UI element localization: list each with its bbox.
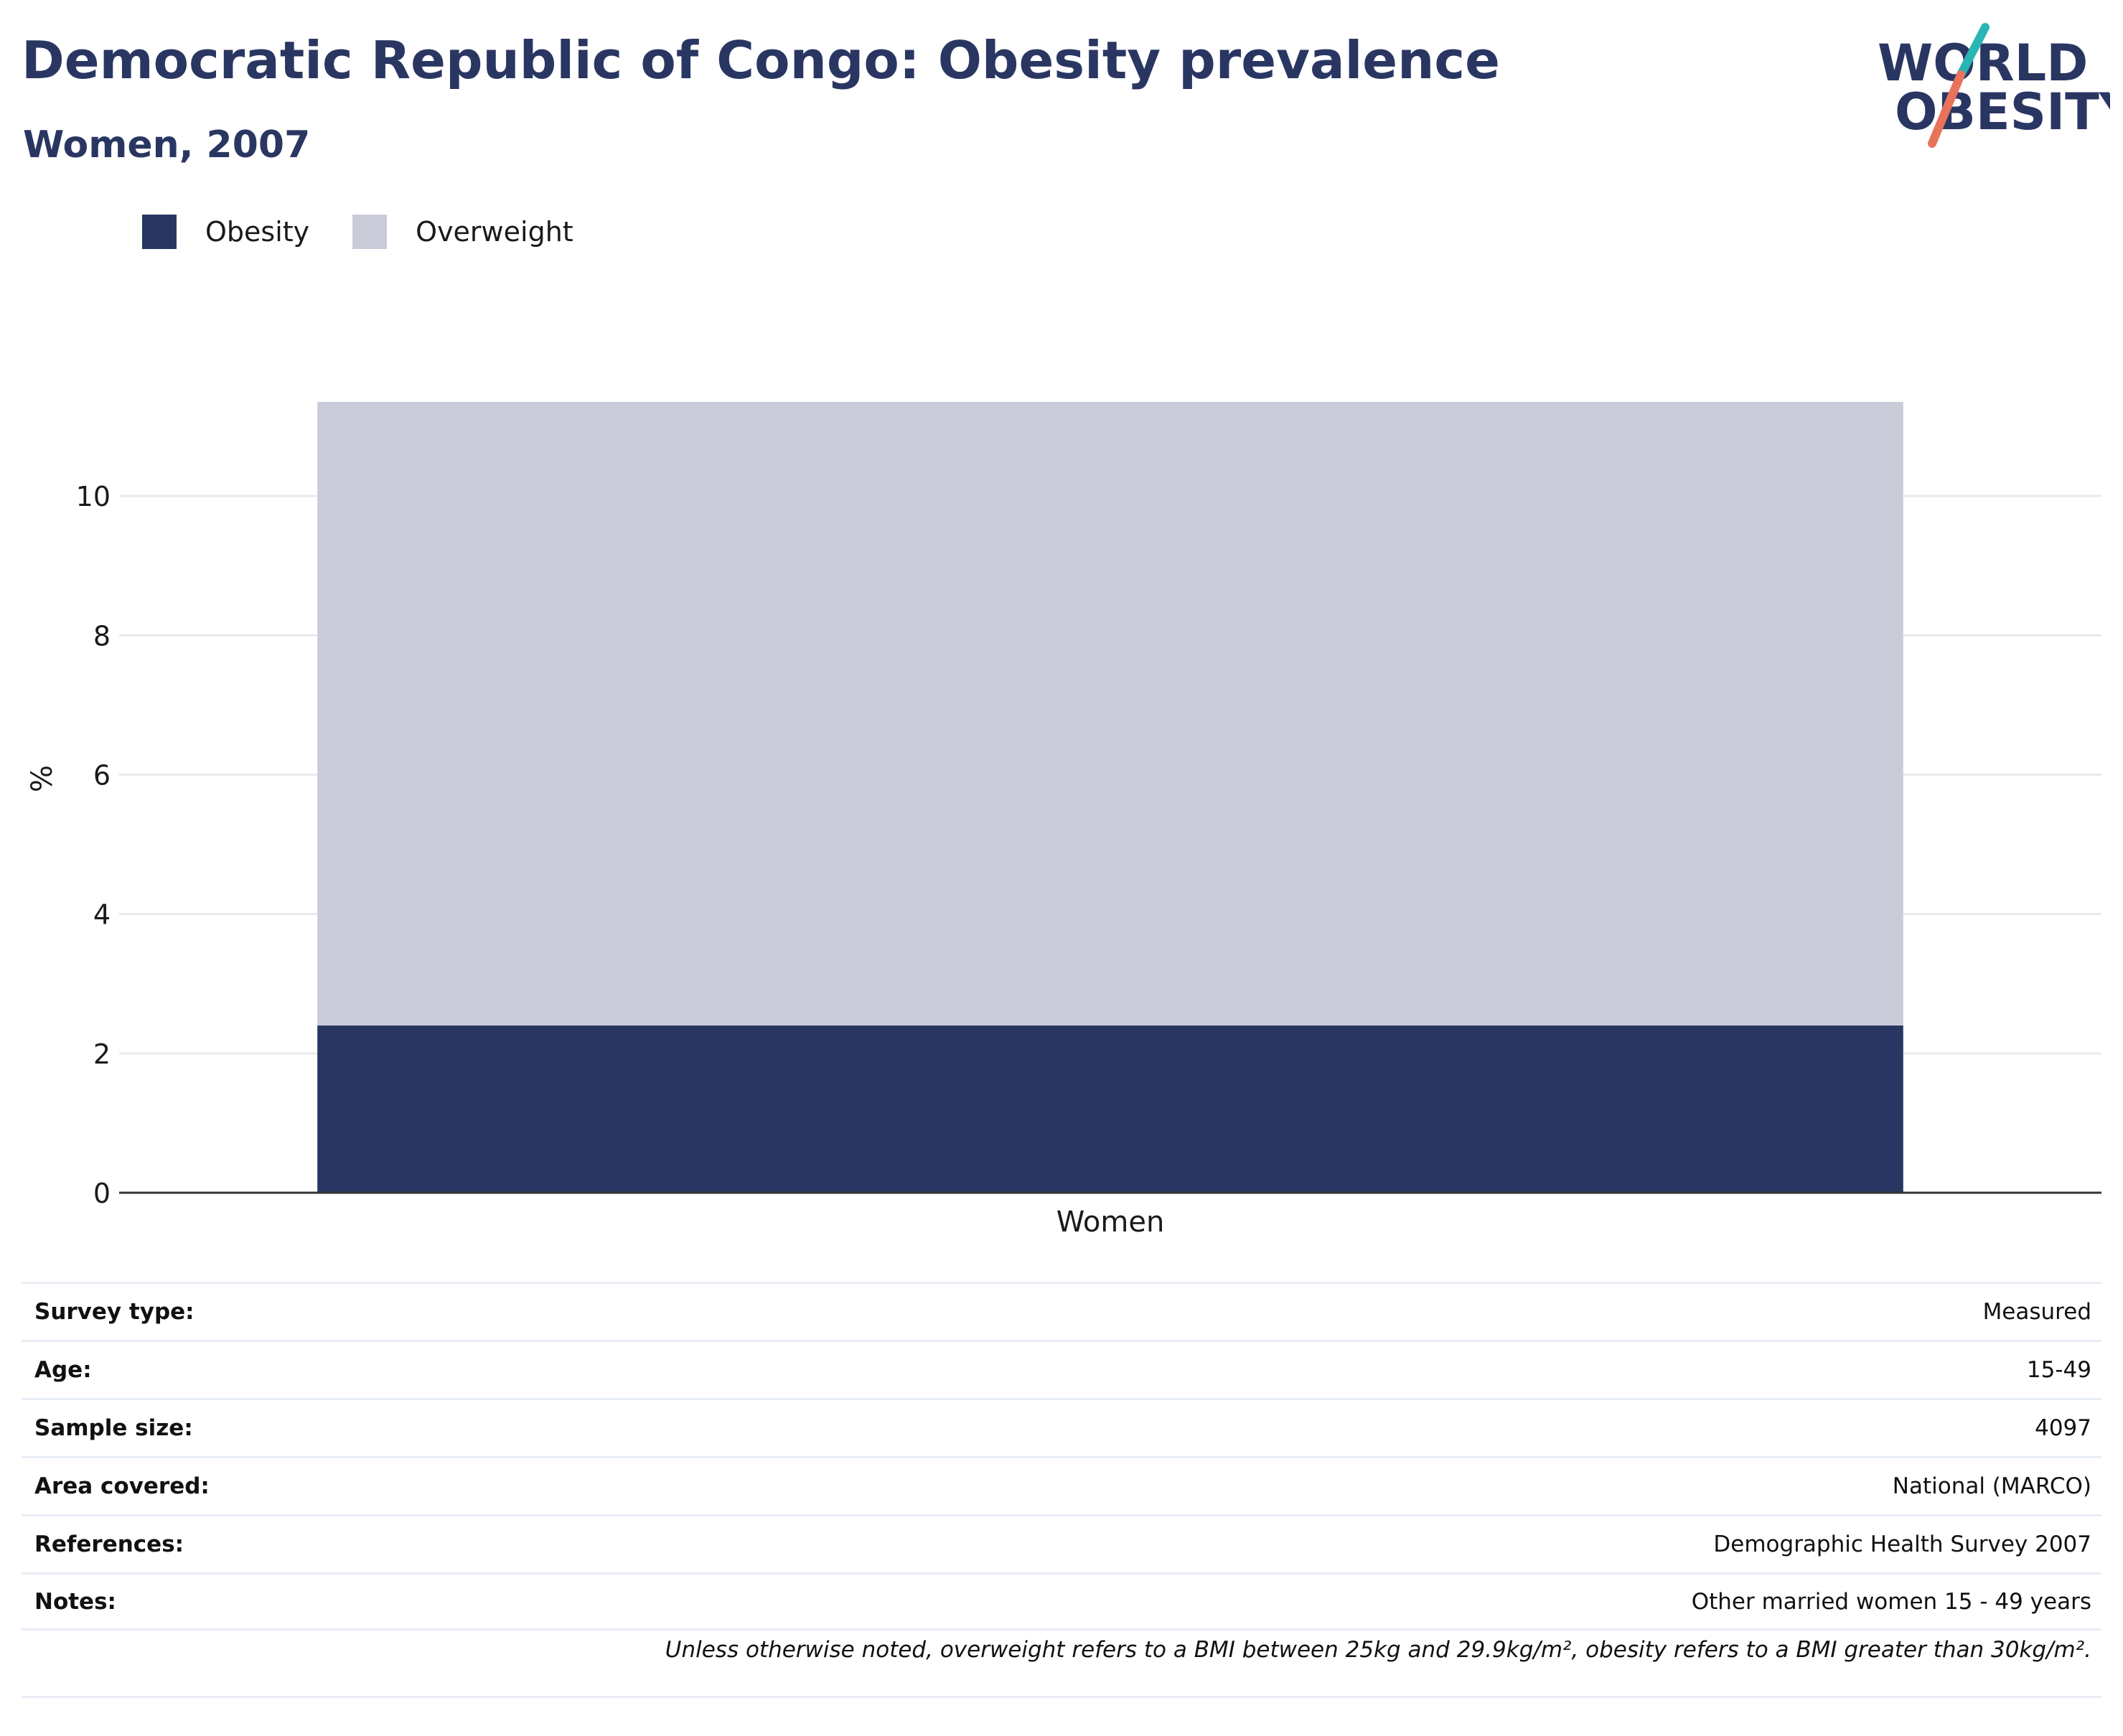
logo-slash-top: [1956, 23, 1990, 79]
x-tick-label: Women: [1056, 1206, 1165, 1239]
y-tick-label: 0: [93, 1178, 111, 1209]
y-axis-label: %: [26, 765, 59, 792]
chart-title: Democratic Republic of Congo: Obesity pr…: [22, 30, 1500, 90]
chart-legend: Obesity Overweight: [142, 212, 617, 251]
survey-info-table: Survey type: Measured Age: 15-49 Sample …: [22, 1282, 2101, 1631]
meta-row-survey-type: Survey type: Measured: [22, 1282, 2101, 1340]
meta-row-notes: Notes: Other married women 15 - 49 years: [22, 1572, 2101, 1631]
meta-label: Notes:: [34, 1588, 116, 1615]
meta-label: Survey type:: [34, 1299, 195, 1325]
y-tick-label: 10: [76, 481, 111, 512]
bar-chart: 0 2 4 6 8 10 Women %: [26, 402, 2101, 1239]
bars: [317, 402, 1903, 1193]
legend-label-overweight: Overweight: [416, 216, 573, 248]
x-axis-ticks: Women: [1056, 1206, 1165, 1239]
logo-line-1: WORLD: [1878, 34, 2088, 93]
meta-label: Area covered:: [34, 1473, 210, 1499]
meta-value: National (MARCO): [1892, 1473, 2091, 1499]
meta-row-area-covered: Area covered: National (MARCO): [22, 1456, 2101, 1514]
legend-item-obesity[interactable]: Obesity: [142, 215, 309, 249]
meta-row-sample-size: Sample size: 4097: [22, 1398, 2101, 1456]
legend-item-overweight[interactable]: Overweight: [352, 215, 573, 249]
chart-subtitle: Women, 2007: [23, 123, 311, 166]
meta-label: References:: [34, 1531, 184, 1557]
meta-label: Age:: [34, 1357, 92, 1383]
meta-label: Sample size:: [34, 1415, 193, 1441]
meta-row-age: Age: 15-49: [22, 1340, 2101, 1398]
logo-slash-bottom: [1928, 70, 1965, 148]
legend-swatch-obesity: [142, 215, 177, 249]
meta-row-references: References: Demographic Health Survey 20…: [22, 1514, 2101, 1572]
y-tick-label: 4: [93, 899, 111, 931]
y-tick-label: 8: [93, 620, 111, 652]
y-axis-ticks: 0 2 4 6 8 10: [76, 481, 111, 1209]
y-tick-label: 2: [93, 1038, 111, 1070]
bar-obesity-women[interactable]: [317, 1025, 1903, 1193]
footnote-divider: [22, 1696, 2101, 1698]
meta-value: 4097: [2035, 1415, 2091, 1441]
legend-label-obesity: Obesity: [205, 216, 310, 248]
y-tick-label: 6: [93, 759, 111, 791]
meta-value: Demographic Health Survey 2007: [1713, 1531, 2091, 1557]
meta-value: Measured: [1982, 1299, 2091, 1325]
world-obesity-logo: WORLD OBESITY: [1878, 23, 2110, 148]
logo-line-2: OBESITY: [1895, 83, 2110, 141]
meta-value: Other married women 15 - 49 years: [1691, 1588, 2091, 1615]
legend-swatch-overweight: [352, 215, 388, 249]
meta-value: 15-49: [2026, 1357, 2091, 1383]
bmi-footnote: Unless otherwise noted, overweight refer…: [665, 1637, 2091, 1663]
bar-overweight-women[interactable]: [317, 402, 1903, 1026]
